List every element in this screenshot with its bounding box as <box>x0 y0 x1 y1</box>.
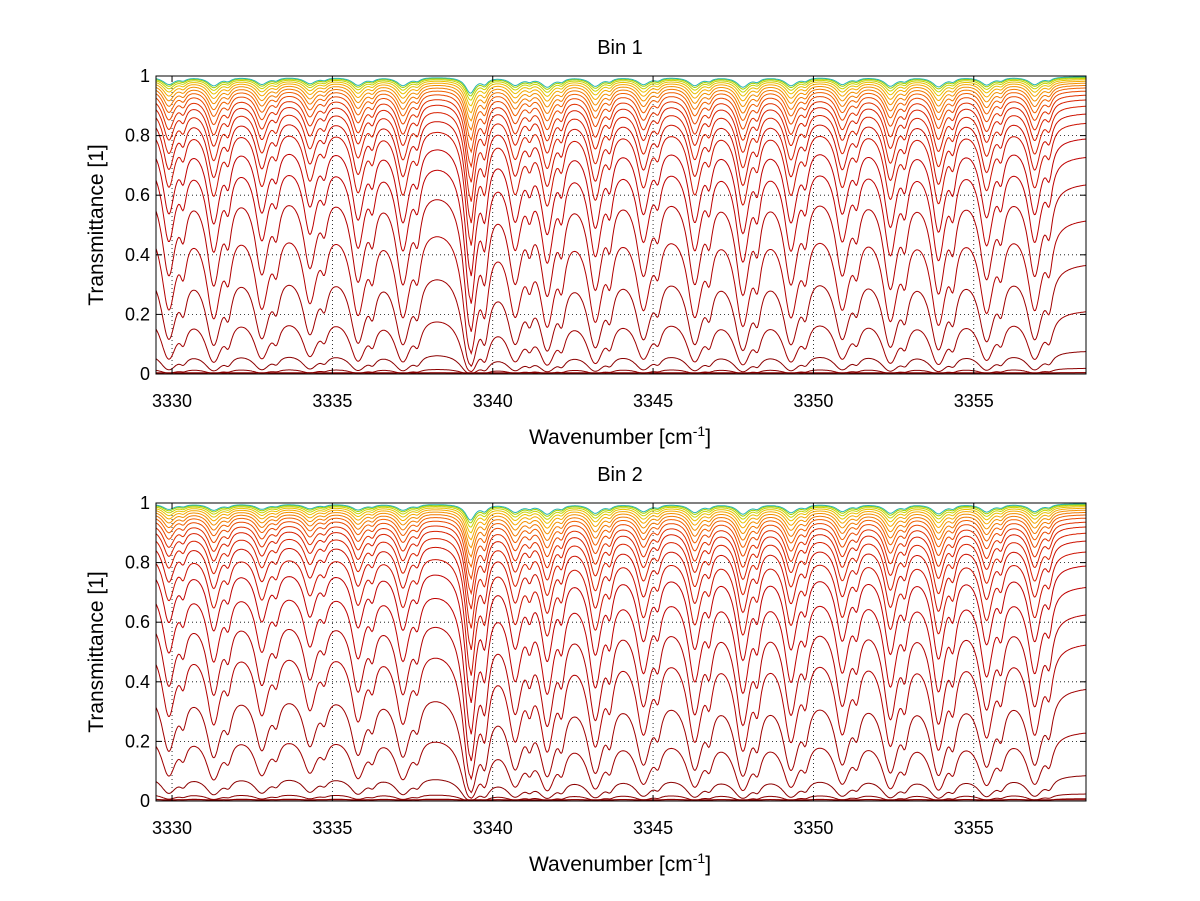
series-line <box>156 521 1086 596</box>
series-line <box>156 506 1086 534</box>
y-tick-label: 1 <box>140 493 150 513</box>
x-tick-label: 3355 <box>954 391 994 411</box>
tick-labels: 3330 3335 3340 3345 3350 3355 0 0.2 0.4 0.6 0.8 1 <box>125 66 994 411</box>
series-line <box>156 503 1086 521</box>
series-line <box>156 157 1086 304</box>
series-group <box>156 503 1086 801</box>
series-line <box>156 511 1086 558</box>
y-axis-label: Transmittance [1] <box>85 571 108 732</box>
x-tick-label: 3335 <box>312 391 352 411</box>
series-line <box>156 77 1086 97</box>
x-tick-label: 3345 <box>633 391 673 411</box>
series-line <box>156 526 1086 610</box>
series-line <box>156 689 1086 794</box>
series-line <box>156 505 1086 528</box>
series-line <box>156 775 1086 801</box>
series-line <box>156 90 1086 154</box>
series-line <box>156 79 1086 107</box>
series-line <box>156 793 1086 801</box>
ticks <box>156 502 1086 802</box>
series-line <box>156 507 1086 541</box>
series-line <box>156 614 1086 762</box>
y-tick-label: 0.4 <box>125 245 150 265</box>
series-line <box>156 184 1086 332</box>
series-line <box>156 509 1086 549</box>
x-axis-label: Wavenumber [cm-1] <box>529 423 711 449</box>
x-tick-label: 3340 <box>473 391 513 411</box>
series-line <box>156 80 1086 114</box>
x-axis-label: Wavenumber [cm-1] <box>529 850 711 876</box>
tick-labels: 3330 3335 3340 3345 3350 3355 0 0.2 0.4 0.6 0.8 1 <box>125 493 994 838</box>
series-line <box>156 82 1086 122</box>
series-line <box>156 351 1086 374</box>
series-line <box>156 113 1086 224</box>
series-line <box>156 122 1086 246</box>
x-tick-label: 3335 <box>312 818 352 838</box>
ticks <box>156 75 1086 375</box>
series-line <box>156 532 1086 629</box>
x-tick-label: 3330 <box>152 818 192 838</box>
plot-title: Bin 2 <box>597 464 643 486</box>
series-line <box>156 367 1086 374</box>
y-tick-label: 0.4 <box>125 672 150 692</box>
axes-frame <box>155 75 1087 375</box>
y-tick-label: 0.6 <box>125 185 150 205</box>
series-line <box>156 220 1086 355</box>
series-line <box>156 311 1086 373</box>
plot-title: Bin 1 <box>597 37 643 59</box>
y-tick-label: 0.8 <box>125 553 150 573</box>
series-line <box>156 78 1086 101</box>
series-line <box>156 264 1086 368</box>
y-tick-label: 0.2 <box>125 304 150 324</box>
x-tick-label: 3350 <box>793 818 833 838</box>
series-line <box>156 504 1086 524</box>
x-tick-label: 3350 <box>793 391 833 411</box>
series-line <box>156 732 1086 799</box>
x-tick-label: 3345 <box>633 818 673 838</box>
series-line <box>156 587 1086 735</box>
plot-panel-bin-1: Bin 1 3330 3335 3340 3345 3350 3355 0 0.2 0.4 0.6… <box>85 37 1087 449</box>
plot-panel-bin-2: Bin 2 3330 3335 3340 3345 3350 3355 0 0.2 0.4 0.6… <box>85 464 1087 876</box>
series-line <box>156 87 1086 142</box>
x-tick-label: 3330 <box>152 391 192 411</box>
y-tick-label: 0.2 <box>125 731 150 751</box>
series-line <box>156 138 1086 277</box>
y-tick-label: 0 <box>140 364 150 384</box>
series-line <box>156 94 1086 169</box>
x-tick-label: 3340 <box>473 818 513 838</box>
x-tick-label: 3355 <box>954 818 994 838</box>
series-line <box>156 105 1086 202</box>
y-axis-label: Transmittance [1] <box>85 144 108 305</box>
y-tick-label: 0.8 <box>125 126 150 146</box>
series-line <box>156 798 1086 801</box>
series-line <box>156 76 1086 94</box>
y-tick-label: 0 <box>140 791 150 811</box>
series-line <box>156 517 1086 581</box>
y-tick-label: 0.6 <box>125 612 150 632</box>
series-line <box>156 551 1086 676</box>
series-line <box>156 99 1086 183</box>
series-line <box>156 540 1086 651</box>
series-group <box>156 76 1086 374</box>
series-line <box>156 565 1086 703</box>
series-line <box>156 644 1086 781</box>
series-line <box>156 84 1086 132</box>
y-tick-label: 1 <box>140 66 150 86</box>
axes-frame <box>155 502 1087 802</box>
series-line <box>156 514 1086 569</box>
